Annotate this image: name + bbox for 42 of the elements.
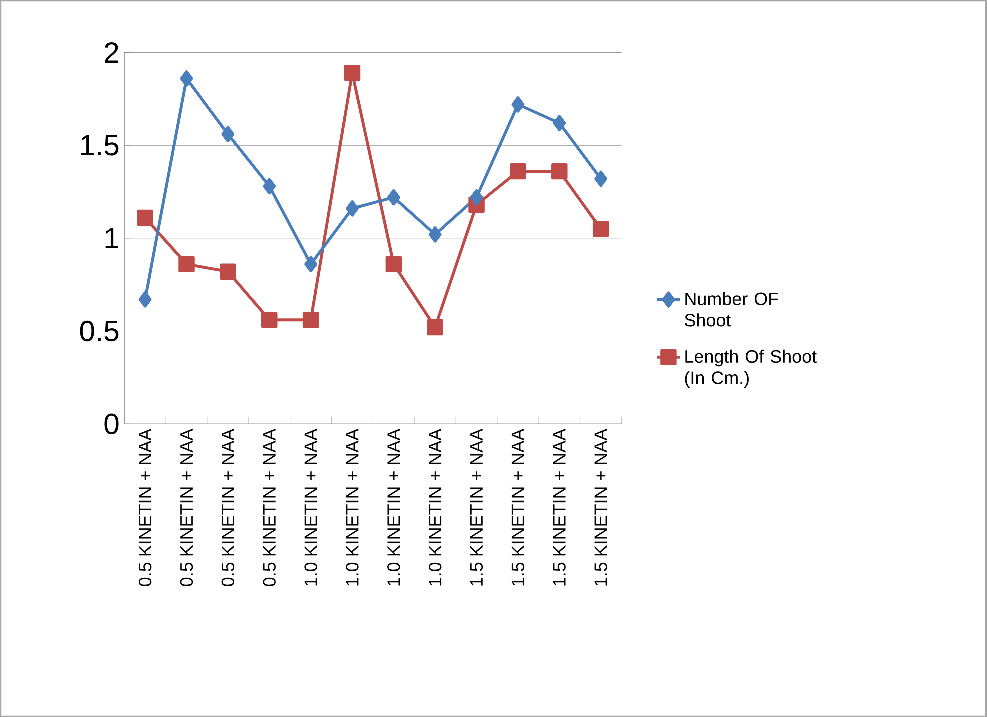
point (180, 70, 194, 87)
point (263, 178, 276, 194)
point (470, 189, 484, 206)
x-tick-label: 0.5 KINETIN + NAA (263, 428, 276, 586)
point (138, 291, 152, 308)
point (512, 96, 525, 113)
x-tick-label: 1.5 KINETIN + NAA (512, 428, 524, 586)
x-tick-label: 0.5 KINETIN + NAA (180, 428, 194, 586)
x-tick-label: 1.0 KINETIN + NAA (304, 428, 318, 586)
y-tick-label: 1.5 (81, 135, 119, 156)
point (428, 226, 442, 243)
x-tick-label: 1.5 KINETIN + NAA (553, 428, 566, 586)
y-tick-label: 0 (104, 414, 119, 434)
point (222, 126, 235, 142)
x-tick-label: 1.5 KINETIN + NAA (470, 428, 484, 586)
point (344, 64, 361, 82)
x-tick-label: 0.5 KINETIN + NAA (138, 428, 152, 586)
point (552, 163, 568, 180)
point (137, 210, 154, 226)
x-tick-label: 1.0 KINETIN + NAA (346, 428, 359, 586)
point (346, 200, 359, 217)
point (304, 256, 318, 272)
point (178, 256, 195, 272)
y-tick-label: 1 (106, 228, 118, 248)
y-tick-label: 2 (105, 42, 118, 63)
x-tick-label: 1.0 KINETIN + NAA (428, 428, 442, 586)
point (386, 256, 402, 272)
x-tick-label: 1.5 KINETIN + NAA (594, 428, 608, 586)
point (261, 312, 278, 328)
x-tick-label: 1.0 KINETIN + NAA (388, 428, 400, 586)
point (302, 312, 320, 328)
legend-label: Length Of Shoot (In Cm.) (685, 350, 817, 388)
point (510, 163, 526, 180)
point (594, 170, 608, 187)
point (220, 264, 236, 280)
point (427, 319, 444, 336)
point (387, 189, 400, 206)
legend-label: Number OF Shoot (685, 292, 778, 327)
point (553, 114, 566, 132)
point (592, 220, 610, 238)
x-tick-label: 0.5 KINETIN + NAA (222, 428, 235, 586)
y-tick-label: 0.5 (80, 320, 119, 342)
